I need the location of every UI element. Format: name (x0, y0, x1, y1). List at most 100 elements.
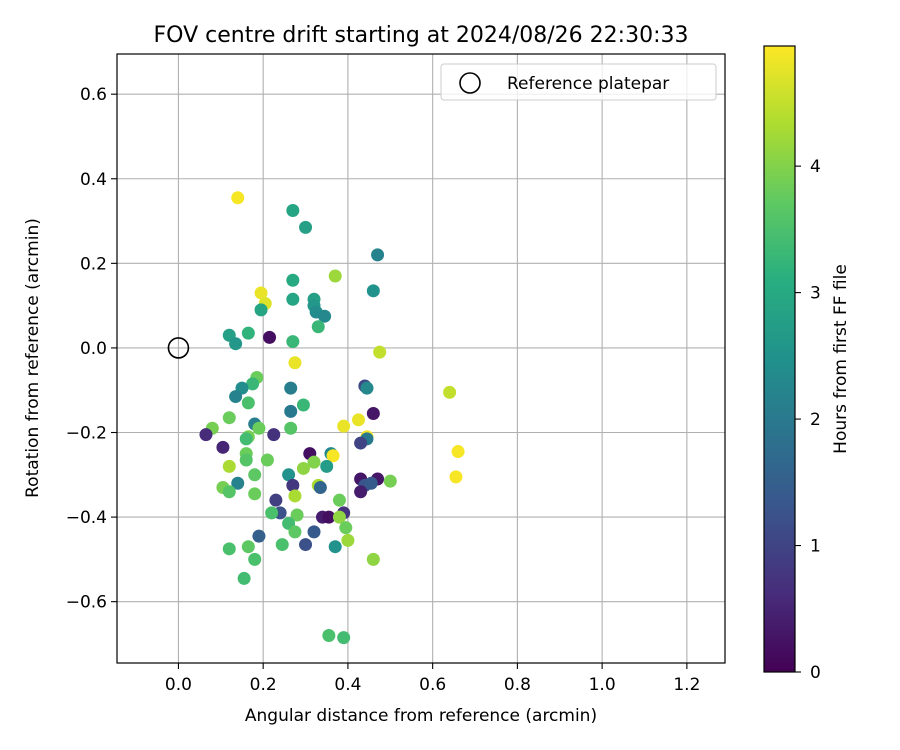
scatter-point (383, 474, 397, 488)
scatter-point (366, 552, 380, 566)
scatter-point (299, 538, 313, 552)
scatter-point (352, 413, 366, 427)
legend-box (440, 63, 717, 101)
scatter-point (354, 485, 368, 499)
scatter-point (286, 478, 300, 492)
y-tick-label: 0.0 (80, 339, 107, 359)
colorbar-tick-label: 2 (810, 410, 821, 430)
scatter-point (199, 428, 213, 442)
x-axis-label: Angular distance from reference (arcmin) (245, 706, 597, 726)
scatter-point (275, 538, 289, 552)
scatter-point (254, 286, 268, 300)
scatter-point (241, 396, 255, 410)
y-tick-label: −0.6 (66, 593, 107, 613)
scatter-point (241, 326, 255, 340)
scatter-point (248, 552, 262, 566)
plot-frame (116, 53, 726, 664)
scatter-point (311, 320, 325, 334)
scatter-point (296, 461, 310, 475)
x-tick-label: 0.4 (334, 675, 361, 695)
scatter-point (284, 404, 298, 418)
scatter-point (222, 542, 236, 556)
grid-lines (117, 54, 725, 663)
x-tick-label: 0.8 (504, 675, 531, 695)
scatter-point (237, 571, 251, 585)
scatter-point (286, 335, 300, 349)
scatter-point (290, 508, 304, 522)
scatter-point (239, 453, 253, 467)
scatter-point (451, 445, 465, 459)
colorbar-tick-label: 3 (810, 284, 821, 304)
scatter-point (443, 385, 457, 399)
scatter-point (248, 468, 262, 482)
colorbar-label: Hours from first FF file (831, 264, 851, 454)
scatter-point (231, 476, 245, 490)
scatter-point (286, 292, 300, 306)
scatter-point (229, 390, 243, 404)
y-tick-label: 0.2 (80, 254, 107, 274)
scatter-point (318, 309, 332, 323)
scatter-point (269, 493, 283, 507)
scatter-point (260, 453, 274, 467)
scatter-point (222, 485, 236, 499)
scatter-point (366, 406, 380, 420)
scatter-point (364, 476, 378, 490)
scatter-point (320, 459, 334, 473)
scatter-point (254, 303, 268, 317)
scatter-point (307, 525, 321, 539)
scatter-point (360, 381, 374, 395)
scatter-point (222, 411, 236, 425)
chart-title: FOV centre drift starting at 2024/08/26 … (154, 23, 689, 48)
scatter-point (241, 540, 255, 554)
scatter-point (296, 398, 310, 412)
reference-platepar-marker (167, 337, 190, 359)
scatter-point (267, 428, 281, 442)
scatter-point (332, 493, 346, 507)
x-axis-ticks: 0.0 0.2 0.4 0.6 0.8 1.0 1.2 (165, 663, 700, 695)
scatter-point (286, 273, 300, 287)
scatter-point (332, 510, 346, 524)
scatter-point (246, 377, 260, 391)
scatter-point (286, 203, 300, 217)
scatter-point (328, 269, 342, 283)
colorbar-ticks: 0 1 2 3 4 (795, 157, 821, 683)
scatter-point (328, 540, 342, 554)
scatter-point (449, 470, 463, 484)
x-tick-label: 1.0 (589, 675, 616, 695)
scatter-point (252, 421, 266, 435)
scatter-point (326, 449, 340, 463)
legend-marker-open-circle-icon (459, 72, 481, 94)
scatter-point (337, 631, 351, 645)
scatter-point (229, 337, 243, 351)
y-tick-label: −0.4 (66, 508, 107, 528)
scatter-point (322, 510, 336, 524)
y-axis-ticks: −0.6 −0.4 −0.2 0.0 0.2 0.4 0.6 (66, 85, 117, 613)
scatter-point (341, 533, 355, 547)
legend-entry-label: Reference platepar (507, 74, 669, 94)
colorbar-gradient (763, 45, 796, 673)
scatter-point (354, 436, 368, 450)
x-tick-label: 0.0 (165, 675, 192, 695)
scatter-point (252, 529, 266, 543)
scatter-point (339, 521, 353, 535)
scatter-point (288, 356, 302, 370)
x-tick-label: 1.2 (673, 675, 700, 695)
scatter-point (288, 489, 302, 503)
scatter-point (265, 506, 279, 520)
scatter-point (282, 468, 296, 482)
scatter-point (284, 381, 298, 395)
colorbar-tick-label: 4 (810, 157, 821, 177)
scatter-point (299, 220, 313, 234)
scatter-point (371, 248, 385, 262)
y-tick-label: −0.2 (66, 424, 107, 444)
scatter-point (373, 345, 387, 359)
scatter-point (337, 419, 351, 433)
y-tick-label: 0.6 (80, 85, 107, 105)
y-tick-label: 0.4 (80, 170, 107, 190)
y-axis-label: Rotation from reference (arcmin) (23, 218, 43, 498)
scatter-point (307, 455, 321, 469)
scatter-point (216, 440, 230, 454)
legend: Reference platepar (440, 63, 717, 101)
scatter-point (222, 459, 236, 473)
